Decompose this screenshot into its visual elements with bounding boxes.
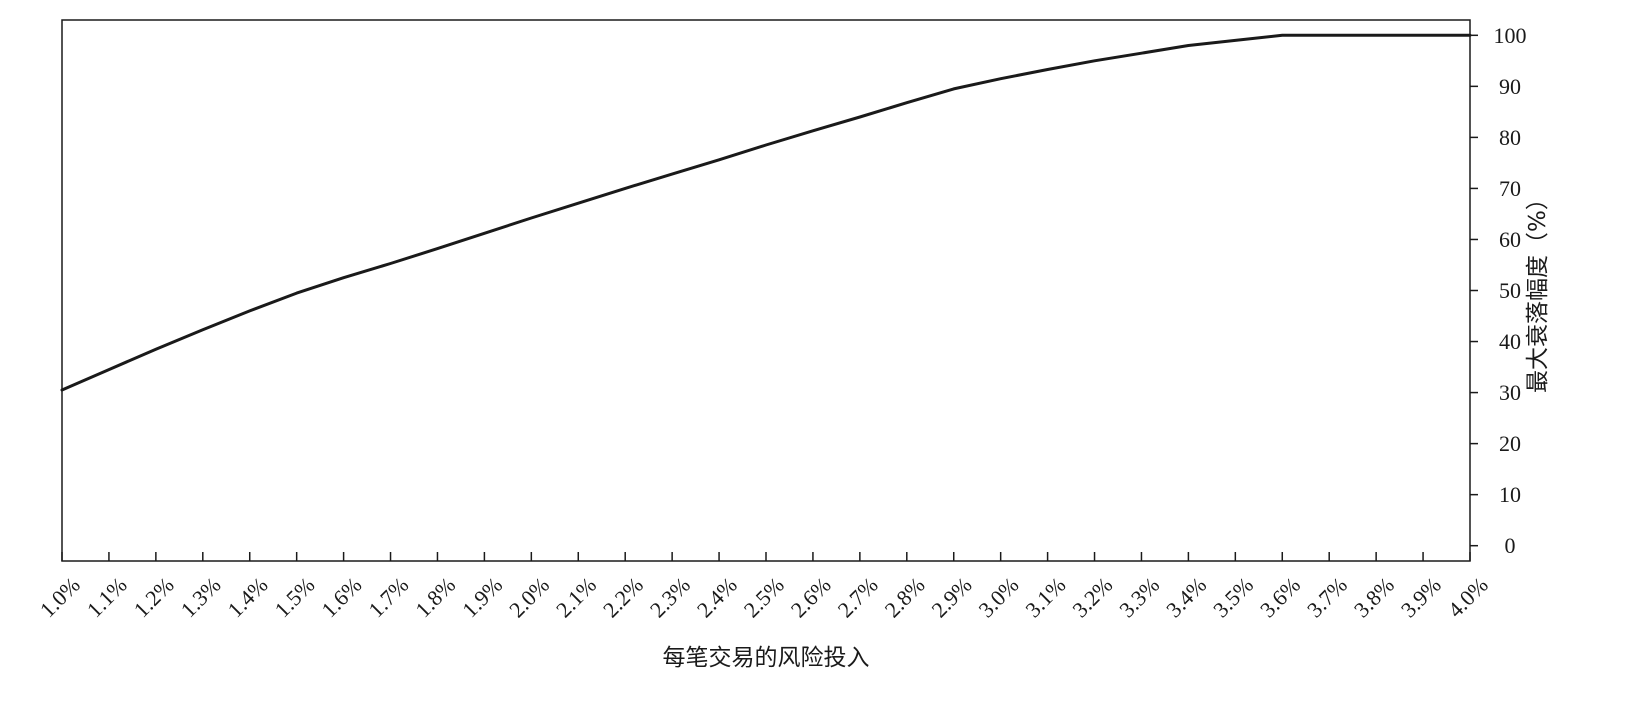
x-tick-label: 2.8%: [880, 572, 930, 622]
x-tick-label: 2.1%: [551, 572, 601, 622]
x-tick-label: 4.0%: [1443, 572, 1493, 622]
x-tick-label: 3.0%: [973, 572, 1023, 622]
x-tick-label: 1.0%: [35, 572, 85, 622]
y-tick-label: 0: [1505, 533, 1516, 558]
series-layer: [60, 33, 1472, 392]
x-tick-label: 3.1%: [1020, 572, 1070, 622]
y-axis-label: 最大衰落幅度（%）: [1525, 187, 1551, 393]
x-tick-label: 3.3%: [1114, 572, 1164, 622]
x-tick-label: 2.0%: [504, 572, 554, 622]
y-tick-label: 60: [1499, 227, 1521, 252]
x-tick-label: 3.6%: [1255, 572, 1305, 622]
x-tick-label: 3.8%: [1349, 572, 1399, 622]
x-tick-label: 1.6%: [316, 572, 366, 622]
x-tick-label: 3.5%: [1208, 572, 1258, 622]
y-tick-label: 30: [1499, 380, 1521, 405]
y-tick-label: 50: [1499, 278, 1521, 303]
x-tick-label: 1.5%: [269, 572, 319, 622]
x-tick-label: 2.5%: [739, 572, 789, 622]
x-tick-label: 2.6%: [786, 572, 836, 622]
y-axis-ticks: [1470, 34, 1478, 547]
x-tick-label: 1.7%: [363, 572, 413, 622]
y-tick-label: 80: [1499, 125, 1521, 150]
x-tick-label: 3.9%: [1396, 572, 1446, 622]
y-tick-label: 100: [1494, 23, 1527, 48]
x-axis-ticks: [61, 552, 1471, 561]
x-axis-tick-labels: 1.0%1.1%1.2%1.3%1.4%1.5%1.6%1.7%1.8%1.9%…: [35, 572, 1493, 622]
x-tick-label: 2.4%: [692, 572, 742, 622]
x-axis-label: 每笔交易的风险投入: [663, 645, 870, 671]
y-tick-label: 40: [1499, 329, 1521, 354]
y-tick-label: 20: [1499, 431, 1521, 456]
x-tick-label: 3.4%: [1161, 572, 1211, 622]
y-tick-label: 70: [1499, 176, 1521, 201]
series-line: [60, 33, 1472, 392]
y-tick-label: 90: [1499, 74, 1521, 99]
x-tick-label: 2.9%: [926, 572, 976, 622]
y-tick-label: 10: [1499, 482, 1521, 507]
x-tick-label: 2.3%: [645, 572, 695, 622]
x-tick-label: 1.1%: [82, 572, 132, 622]
x-tick-label: 1.3%: [176, 572, 226, 622]
y-axis-tick-labels: 0 10 20 30 40 50 60 70 80 90 100: [1494, 23, 1527, 558]
x-tick-label: 3.2%: [1067, 572, 1117, 622]
plot-frame: [61, 19, 1471, 562]
x-tick-label: 1.4%: [222, 572, 272, 622]
x-tick-label: 2.7%: [833, 572, 883, 622]
x-tick-label: 1.8%: [410, 572, 460, 622]
x-tick-label: 1.9%: [457, 572, 507, 622]
x-tick-label: 2.2%: [598, 572, 648, 622]
x-tick-label: 3.7%: [1302, 572, 1352, 622]
x-tick-label: 1.2%: [129, 572, 179, 622]
